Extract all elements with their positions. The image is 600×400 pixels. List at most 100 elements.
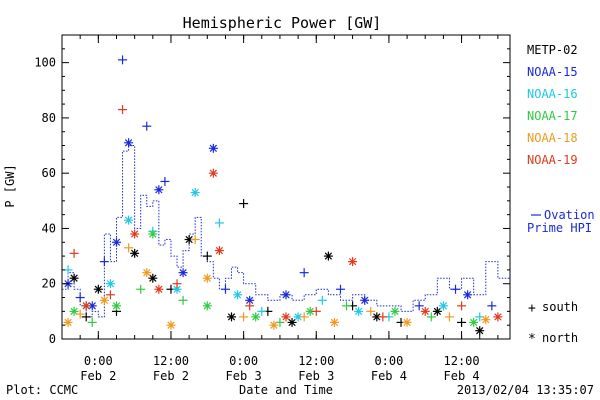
data-point-noaa-18-north bbox=[330, 318, 339, 327]
y-tick-label: 100 bbox=[34, 56, 56, 70]
data-point-noaa-19-south bbox=[118, 105, 127, 114]
data-point-noaa-16-north bbox=[106, 279, 115, 288]
legend-entry-noaa-19: NOAA-19 bbox=[527, 153, 578, 167]
y-tick-label: 80 bbox=[42, 111, 56, 125]
data-point-noaa-19-north bbox=[209, 169, 218, 178]
marker-legend-south-label: south bbox=[542, 300, 578, 314]
data-point-noaa-15-south bbox=[76, 293, 85, 302]
data-point-noaa-18-north bbox=[142, 268, 151, 277]
data-point-noaa-15-south bbox=[487, 301, 496, 310]
data-point-metp-02-north bbox=[475, 326, 484, 335]
data-point-noaa-19-north bbox=[215, 246, 224, 255]
data-point-noaa-15-south bbox=[100, 257, 109, 266]
data-point-noaa-15-north bbox=[463, 290, 472, 299]
x-tick-date-label: Feb 2 bbox=[80, 369, 116, 383]
ovation-legend-label-line2: Prime HPI bbox=[527, 221, 592, 235]
data-point-noaa-15-south bbox=[336, 285, 345, 294]
data-point-noaa-19-north bbox=[348, 257, 357, 266]
data-point-noaa-15-north bbox=[282, 290, 291, 299]
data-point-noaa-15-south bbox=[451, 285, 460, 294]
x-tick-time-label: 0:00 bbox=[229, 354, 258, 368]
data-point-noaa-19-south bbox=[457, 301, 466, 310]
data-point-metp-02-north bbox=[324, 252, 333, 261]
y-tick-label: 0 bbox=[49, 332, 56, 346]
y-tick-label: 20 bbox=[42, 277, 56, 291]
data-point-noaa-18-north bbox=[481, 315, 490, 324]
data-point-noaa-18-south bbox=[239, 312, 248, 321]
data-points bbox=[64, 55, 503, 335]
data-point-metp-02-south bbox=[457, 318, 466, 327]
data-point-noaa-16-north bbox=[233, 290, 242, 299]
x-tick-time-label: 0:00 bbox=[374, 354, 403, 368]
data-point-noaa-15-north bbox=[360, 296, 369, 305]
data-point-noaa-17-north bbox=[112, 301, 121, 310]
data-point-noaa-15-south bbox=[142, 122, 151, 131]
data-point-noaa-19-north bbox=[421, 307, 430, 316]
x-tick-time-label: 12:00 bbox=[444, 354, 480, 368]
data-point-noaa-19-north bbox=[82, 301, 91, 310]
data-point-noaa-16-north bbox=[124, 216, 133, 225]
x-tick-time-label: 12:00 bbox=[153, 354, 189, 368]
data-point-metp-02-north bbox=[94, 285, 103, 294]
data-point-noaa-19-north bbox=[493, 312, 502, 321]
legend-entry-noaa-18: NOAA-18 bbox=[527, 131, 578, 145]
data-point-noaa-19-north bbox=[282, 312, 291, 321]
marker-legend-north-label: north bbox=[542, 331, 578, 345]
plot-source-label: Plot: CCMC bbox=[6, 383, 78, 397]
ovation-legend-label-line1: Ovation bbox=[544, 208, 595, 222]
data-point-metp-02-north bbox=[227, 312, 236, 321]
data-point-noaa-16-south bbox=[318, 296, 327, 305]
x-tick-date-label: Feb 3 bbox=[298, 369, 334, 383]
legend-entry-noaa-17: NOAA-17 bbox=[527, 109, 578, 123]
data-point-noaa-17-north bbox=[251, 312, 260, 321]
data-point-noaa-15-south bbox=[160, 177, 169, 186]
data-point-noaa-18-north bbox=[166, 321, 175, 330]
x-tick-date-label: Feb 2 bbox=[153, 369, 189, 383]
data-point-noaa-17-north bbox=[203, 301, 212, 310]
plot-timestamp: 2013/02/04 13:35:07 bbox=[457, 383, 594, 397]
y-axis-label: P [GW] bbox=[3, 164, 17, 207]
data-point-noaa-15-south bbox=[300, 268, 309, 277]
x-axis-label: Date and Time bbox=[239, 383, 333, 397]
data-point-noaa-17-south bbox=[179, 296, 188, 305]
data-point-metp-02-north bbox=[130, 249, 139, 258]
data-point-noaa-16-north bbox=[191, 188, 200, 197]
data-point-noaa-18-north bbox=[203, 274, 212, 283]
data-point-noaa-15-south bbox=[118, 55, 127, 64]
series-legend: METP-02 NOAA-15 NOAA-16 NOAA-17 NOAA-18 NOAA-… bbox=[527, 43, 578, 167]
data-point-noaa-19-south bbox=[70, 249, 79, 258]
x-tick-time-label: 0:00 bbox=[84, 354, 113, 368]
data-point-noaa-15-north bbox=[154, 185, 163, 194]
data-point-noaa-19-north bbox=[130, 229, 139, 238]
marker-legend-south-symbol: + bbox=[528, 301, 536, 316]
chart-title: Hemispheric Power [GW] bbox=[183, 14, 382, 32]
x-tick-date-label: Feb 3 bbox=[226, 369, 262, 383]
data-point-noaa-15-north bbox=[209, 144, 218, 153]
data-point-noaa-16-south bbox=[215, 218, 224, 227]
data-point-noaa-18-north bbox=[403, 318, 412, 327]
data-point-noaa-17-north bbox=[390, 307, 399, 316]
marker-legend: + south * north bbox=[528, 300, 578, 347]
data-point-noaa-17-south bbox=[342, 301, 351, 310]
legend-entry-metp-02: METP-02 bbox=[527, 43, 578, 57]
legend-entry-noaa-16: NOAA-16 bbox=[527, 87, 578, 101]
x-tick-date-label: Feb 4 bbox=[444, 369, 480, 383]
y-tick-label: 40 bbox=[42, 221, 56, 235]
data-point-noaa-19-north bbox=[154, 285, 163, 294]
x-tick-date-label: Feb 4 bbox=[371, 369, 407, 383]
ovation-legend: Ovation Prime HPI bbox=[527, 208, 595, 235]
data-point-noaa-18-north bbox=[100, 296, 109, 305]
data-point-noaa-16-north bbox=[439, 301, 448, 310]
marker-legend-north-symbol: * bbox=[528, 332, 536, 347]
data-point-noaa-17-south bbox=[136, 285, 145, 294]
legend-entry-noaa-15: NOAA-15 bbox=[527, 65, 578, 79]
y-tick-label: 60 bbox=[42, 166, 56, 180]
data-point-noaa-15-south bbox=[221, 285, 230, 294]
data-point-metp-02-south bbox=[203, 252, 212, 261]
data-point-noaa-17-south bbox=[88, 318, 97, 327]
data-point-noaa-18-south bbox=[445, 312, 454, 321]
data-point-metp-02-south bbox=[239, 199, 248, 208]
data-point-noaa-17-north bbox=[469, 318, 478, 327]
